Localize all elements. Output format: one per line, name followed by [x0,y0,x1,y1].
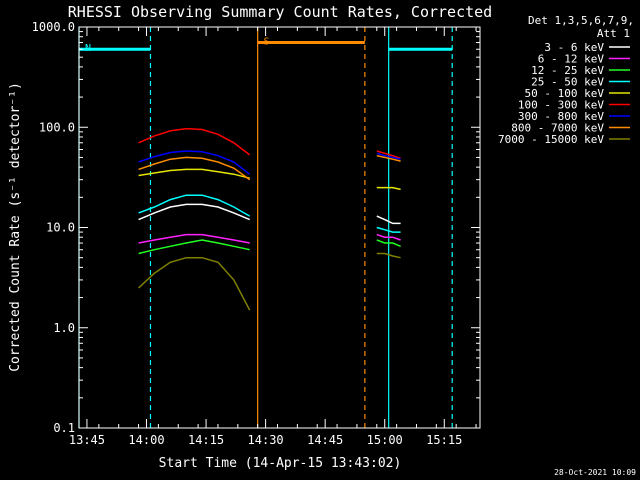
legend-entry-label: 50 - 100 keV [525,87,605,100]
series-line [376,150,401,160]
series-line [376,215,401,225]
legend-entry-label: 800 - 7000 keV [511,122,604,135]
plot-frame [78,26,481,429]
legend-entry-label: 300 - 800 keV [518,110,604,123]
legend-entry-label: 12 - 25 keV [531,64,604,77]
x-tick-label: 13:45 [69,433,105,447]
legend-entry-label: 7000 - 15000 keV [498,133,604,146]
series-line [138,168,250,179]
x-tick-label: 14:15 [188,433,224,447]
y-tick-label: 0.1 [53,421,75,435]
x-tick-label: 14:30 [248,433,284,447]
series-line [376,233,401,241]
series-line [138,239,250,255]
footer-timestamp: 28-Oct-2021 10:09 [554,468,636,477]
legend-entry-label: 3 - 6 keV [544,41,604,54]
y-tick-label: 100.0 [39,120,75,134]
series-line [138,150,251,175]
series-line [376,154,401,162]
legend-entry-label: 6 - 12 keV [538,53,605,66]
chart-title: RHESSI Observing Summary Count Rates, Co… [68,3,492,21]
x-axis-label: Start Time (14-Apr-15 13:43:02) [159,456,402,471]
x-tick-label: 14:45 [307,433,343,447]
flag-label: S [264,37,270,48]
series-line [376,239,401,247]
legend-header-line1: Det 1,3,5,6,7,9, [528,14,634,27]
series-line [376,252,401,259]
x-tick-label: 15:00 [367,433,403,447]
x-tick-label: 15:15 [426,433,462,447]
x-tick-label: 14:00 [128,433,164,447]
series-line [138,256,251,311]
series-line [376,226,401,233]
series-line [376,152,401,160]
legend-entry-label: 100 - 300 keV [518,99,604,112]
y-tick-label: 1.0 [53,321,75,335]
series-line [138,203,250,221]
series-line [138,127,251,156]
y-tick-label: 10.0 [46,221,75,235]
legend-entry-label: 25 - 50 keV [531,76,604,89]
plot-area: N S 0.1 1.0 10.0 100.0 1000.0 13:45 14:00 14:15 14… [32,20,481,447]
flag-label: N [85,43,91,54]
series-line [376,186,401,191]
y-tick-label: 1000.0 [32,20,75,34]
series-line [138,194,251,217]
series-line [138,156,251,181]
legend-header-line2: Att 1 [597,27,630,40]
series-line [138,233,250,244]
y-axis-label: Corrected Count Rate (s⁻¹ detector⁻¹) [8,82,23,372]
